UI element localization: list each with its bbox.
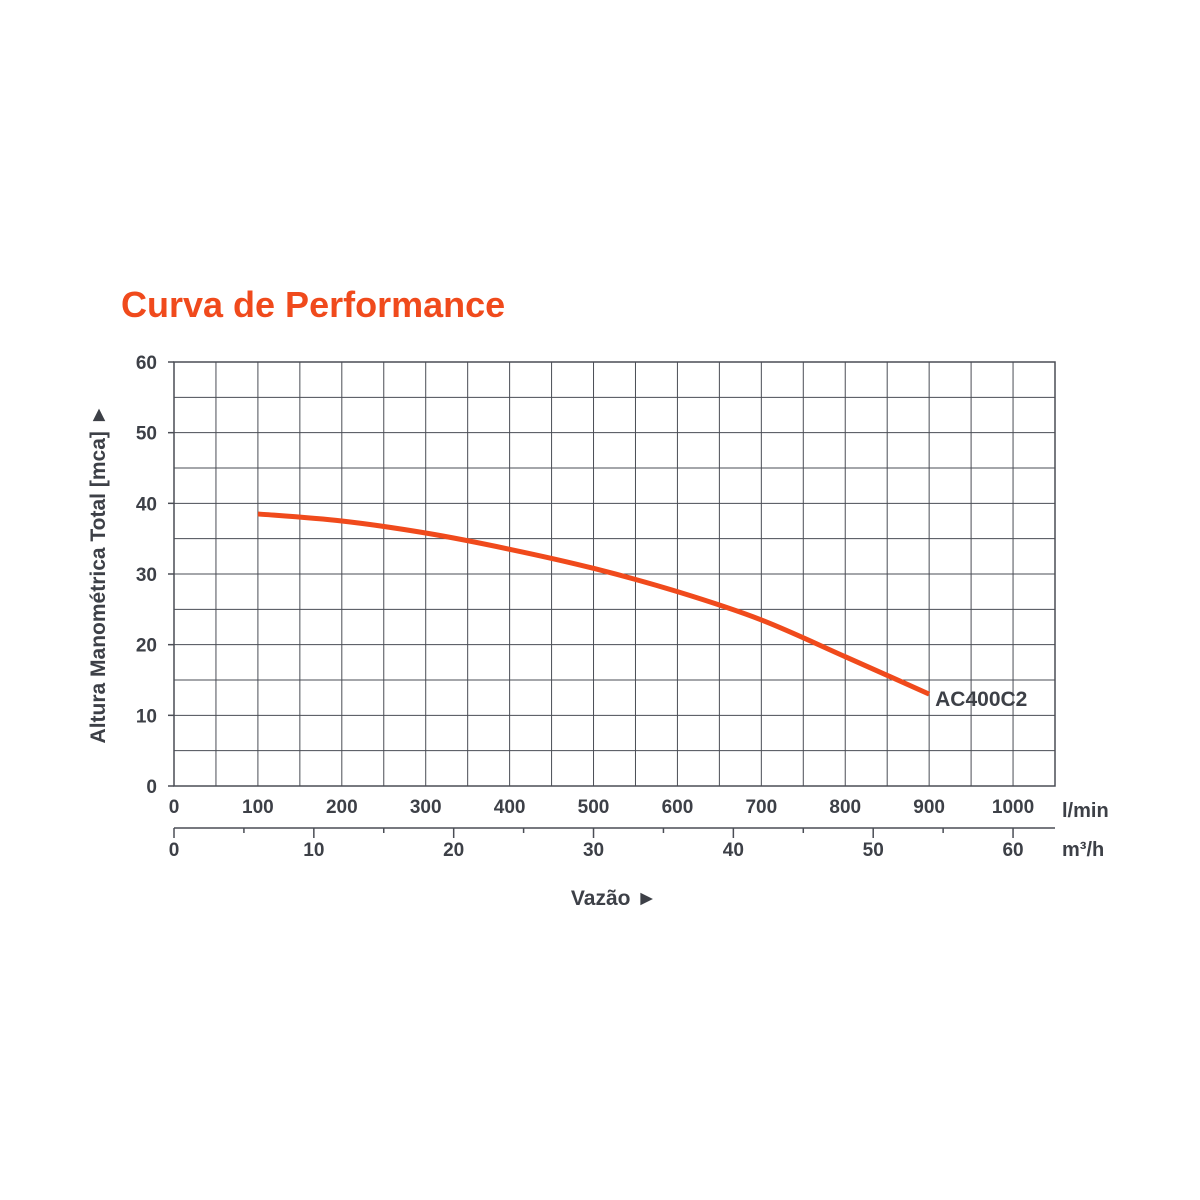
x-tick-label-m3h: 20 — [443, 840, 464, 861]
y-tick-label: 40 — [136, 494, 157, 515]
x-tick-label-lmin: 1000 — [992, 797, 1034, 818]
y-tick-label: 20 — [136, 636, 157, 657]
x-tick-label-lmin: 600 — [662, 797, 694, 818]
x-tick-label-m3h: 30 — [583, 840, 604, 861]
x-unit-m3h: m³/h — [1062, 839, 1104, 861]
x-tick-label-lmin: 300 — [410, 797, 442, 818]
x-tick-label-lmin: 800 — [829, 797, 861, 818]
x-tick-label-m3h: 0 — [169, 840, 180, 861]
y-axis-label: Altura Manométrica Total [mca] ► — [87, 405, 110, 744]
x-tick-label-m3h: 50 — [863, 840, 884, 861]
x-axis-label: Vazão ► — [571, 887, 657, 910]
axes — [168, 361, 1056, 838]
x-tick-label-lmin: 400 — [494, 797, 526, 818]
series — [257, 511, 931, 697]
chart-title: Curva de Performance — [121, 284, 506, 325]
series-line-ac400c2 — [257, 511, 931, 697]
labels: 0 10 20 30 40 50 60 Altura Manométrica Total [m… — [87, 353, 1109, 910]
x-tick-label-lmin: 500 — [578, 797, 610, 818]
y-tick-label: 10 — [136, 706, 157, 727]
x-tick-label-m3h: 10 — [303, 840, 324, 861]
x-tick-label-m3h: 60 — [1002, 840, 1023, 861]
x-tick-label-m3h: 40 — [723, 840, 744, 861]
x-unit-lmin: l/min — [1062, 800, 1109, 822]
y-tick-label: 0 — [146, 777, 157, 798]
series-label: AC400C2 — [935, 688, 1027, 711]
y-tick-label: 60 — [136, 353, 157, 374]
x-tick-label-lmin: 0 — [169, 797, 180, 818]
y-tick-label: 50 — [136, 424, 157, 445]
x-tick-label-lmin: 700 — [745, 797, 777, 818]
grid — [174, 362, 1055, 786]
y-tick-label: 30 — [136, 565, 157, 586]
x-tick-label-lmin: 900 — [913, 797, 945, 818]
x-tick-label-lmin: 100 — [242, 797, 274, 818]
x-tick-label-lmin: 200 — [326, 797, 358, 818]
